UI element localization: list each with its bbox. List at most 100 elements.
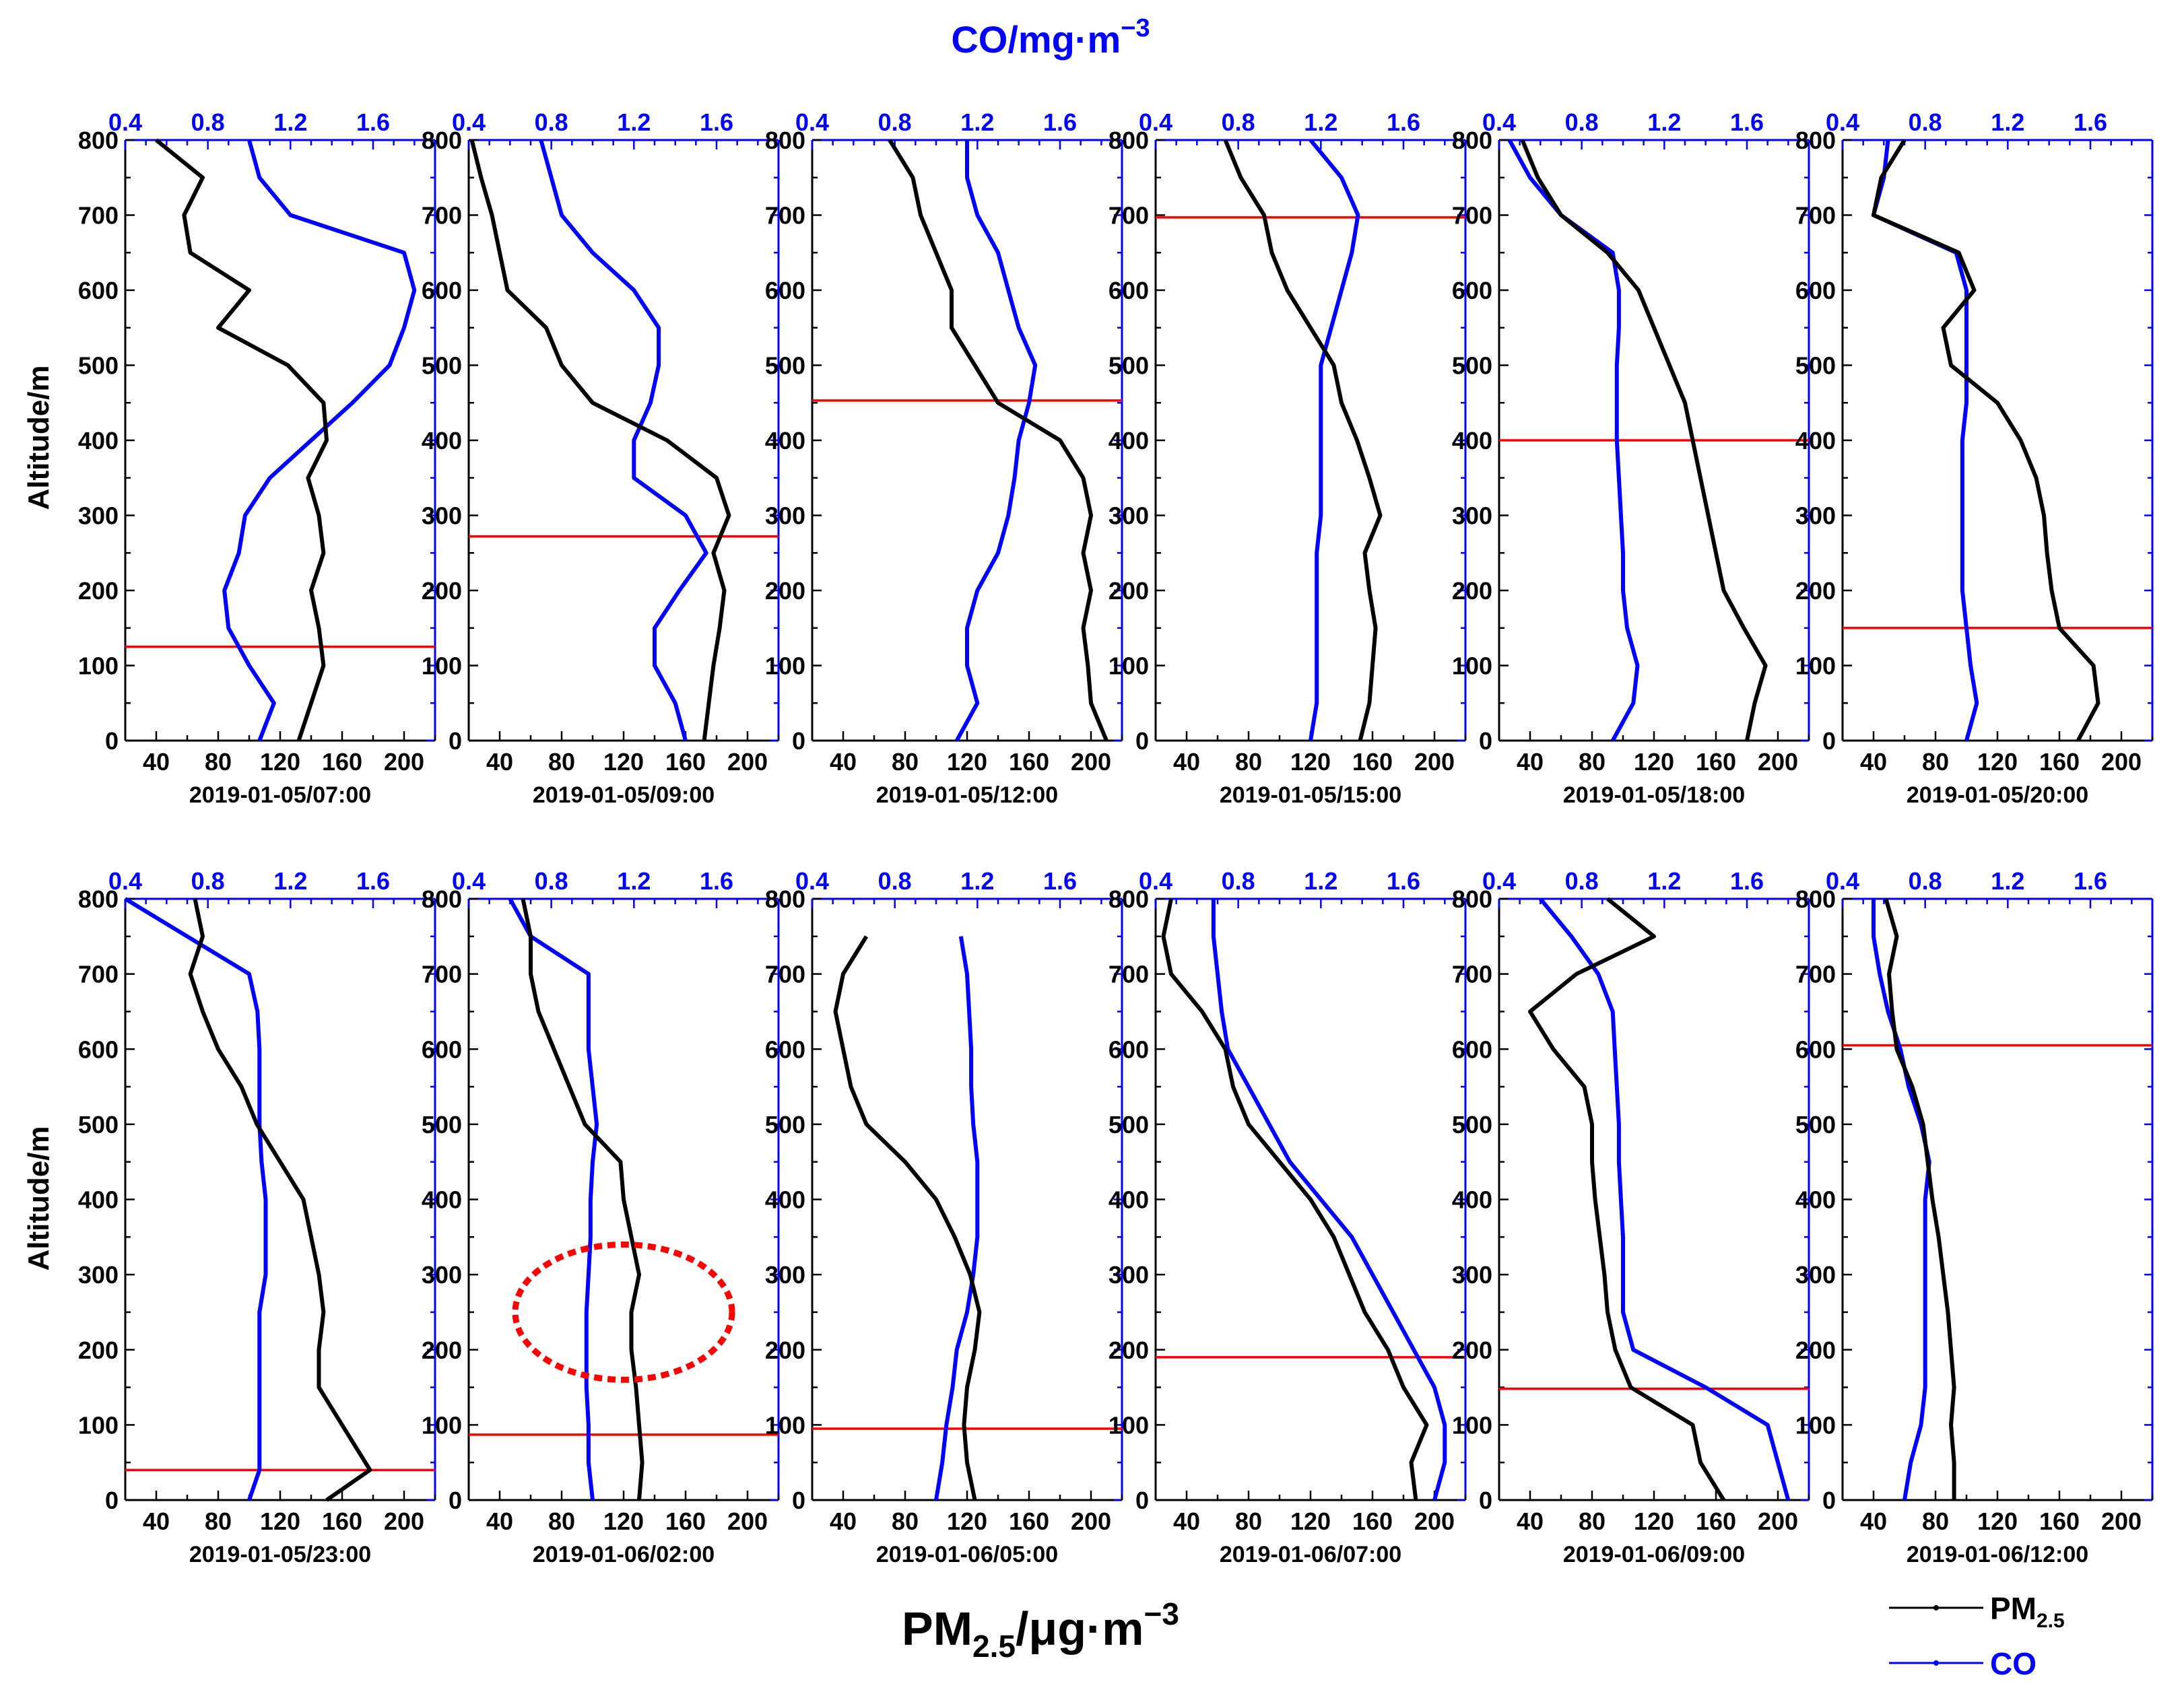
x2-tick-label: 0.8 <box>535 867 568 895</box>
pm-profile-line <box>1528 897 1726 1501</box>
y-tick-label: 500 <box>422 352 462 380</box>
x-tick-label: 40 <box>486 748 513 776</box>
y-tick-label: 200 <box>765 1336 805 1364</box>
x2-tick-label: 1.2 <box>617 867 651 895</box>
x-tick-label: 200 <box>1071 1507 1111 1535</box>
x2-tick-label: 0.8 <box>1909 108 1942 136</box>
x2-tick-label: 1.6 <box>1043 867 1077 895</box>
x-tick-label: 120 <box>947 1507 987 1535</box>
x-tick-label: 40 <box>1173 1507 1200 1535</box>
co-profile-line <box>124 897 268 1501</box>
x-tick-label: 40 <box>1517 748 1544 776</box>
y-tick-label: 800 <box>422 885 462 913</box>
x-tick-label: 120 <box>260 1507 300 1535</box>
x-tick-label: 80 <box>1922 1507 1949 1535</box>
y-tick-label: 0 <box>792 1487 805 1514</box>
y-tick-label: 400 <box>765 1186 805 1214</box>
y-tick-label: 0 <box>792 727 805 755</box>
x2-tick-label: 0.4 <box>1826 108 1859 136</box>
pm-profile-line <box>155 138 329 741</box>
x-tick-label: 120 <box>1290 1507 1331 1535</box>
x-tick-label: 80 <box>1235 748 1262 776</box>
x2-tick-label: 1.6 <box>356 867 390 895</box>
x-tick-label: 80 <box>548 748 575 776</box>
y-tick-label: 500 <box>78 352 119 380</box>
y-tick-label: 100 <box>422 652 462 680</box>
y-tick-label: 100 <box>422 1411 462 1439</box>
y-tick-label: 0 <box>449 727 462 755</box>
x2-tick-label: 1.2 <box>273 108 307 136</box>
y-tick-label: 400 <box>422 1186 462 1214</box>
y-tick-label: 300 <box>765 502 805 530</box>
y-tick-label: 100 <box>1452 652 1492 680</box>
x-tick-label: 200 <box>2101 1507 2142 1535</box>
y-tick-label: 800 <box>765 885 805 913</box>
y-tick-label: 800 <box>1795 127 1836 154</box>
x2-tick-label: 1.6 <box>700 108 733 136</box>
x-tick-label: 80 <box>1579 748 1606 776</box>
x2-tick-label: 0.8 <box>191 108 225 136</box>
y-tick-label: 0 <box>1822 1487 1836 1514</box>
x-tick-label: 160 <box>1352 748 1393 776</box>
x-tick-label: 80 <box>205 748 232 776</box>
y-tick-label: 500 <box>1795 1111 1836 1139</box>
x2-tick-label: 0.4 <box>1139 108 1172 136</box>
y-tick-label: 500 <box>1452 1111 1492 1139</box>
x-tick-label: 80 <box>205 1507 232 1535</box>
y-tick-label: 700 <box>1795 202 1836 230</box>
panel-9: 0 100 200 300 400 500 600 700 800 40 80 120 160 200 0.… <box>765 867 1123 1567</box>
x-tick-label: 200 <box>384 1507 424 1535</box>
y-tick-label: 600 <box>422 1035 462 1063</box>
x-tick-label: 80 <box>892 748 919 776</box>
panel-time-label: 2019-01-05/18:00 <box>1563 782 1745 808</box>
pm-profile-line <box>521 898 644 1501</box>
x2-tick-label: 1.6 <box>1387 867 1420 895</box>
x-tick-label: 40 <box>486 1507 513 1535</box>
pm-profile-line <box>1223 139 1383 741</box>
x2-tick-label: 0.4 <box>795 108 829 136</box>
pm-profile-line <box>888 139 1108 742</box>
x-tick-label: 160 <box>665 748 706 776</box>
panel-time-label: 2019-01-06/07:00 <box>1220 1542 1401 1567</box>
co-profile-line <box>508 897 599 1501</box>
y-tick-label: 800 <box>78 127 119 154</box>
panel-3: 0 100 200 300 400 500 600 700 800 40 80 120 160 200 0.… <box>765 108 1123 808</box>
co-profile-line <box>222 139 417 742</box>
y-tick-label: 400 <box>78 1186 119 1214</box>
x2-tick-label: 0.8 <box>1565 108 1599 136</box>
y-tick-label: 500 <box>422 1111 462 1139</box>
co-profile-line <box>1872 899 1931 1501</box>
x-tick-label: 120 <box>603 1507 644 1535</box>
x-tick-label: 40 <box>1517 1507 1544 1535</box>
x2-tick-label: 0.8 <box>878 108 912 136</box>
y-tick-label: 300 <box>422 1261 462 1289</box>
x2-tick-label: 0.4 <box>1139 867 1172 895</box>
x-tick-label: 160 <box>1009 748 1049 776</box>
pm-profile-line <box>1520 139 1768 741</box>
y-tick-label: 800 <box>1108 127 1149 154</box>
panel-8: 0 100 200 300 400 500 600 700 800 40 80 120 160 200 0.… <box>422 867 780 1567</box>
panel-time-label: 2019-01-05/07:00 <box>189 782 371 808</box>
y-tick-label: 600 <box>765 277 805 304</box>
y-tick-label: 400 <box>1108 1186 1149 1214</box>
panel-time-label: 2019-01-05/12:00 <box>876 782 1058 808</box>
y-tick-label: 400 <box>1452 427 1492 454</box>
y-tick-label: 700 <box>1452 202 1492 230</box>
x-tick-label: 80 <box>548 1507 575 1535</box>
y-tick-label: 100 <box>1108 652 1149 680</box>
panel-time-label: 2019-01-06/05:00 <box>876 1542 1058 1567</box>
x2-tick-label: 1.2 <box>960 867 994 895</box>
y-tick-label: 0 <box>1479 1487 1492 1514</box>
x2-tick-label: 1.6 <box>356 108 390 136</box>
panel-5: 0 100 200 300 400 500 600 700 800 40 80 120 160 200 0.… <box>1452 108 1810 808</box>
y-tick-label: 500 <box>1108 1111 1149 1139</box>
y-tick-label: 700 <box>765 961 805 988</box>
bottom-pm-title: PM2.5/μg·m−3 <box>902 1596 1179 1664</box>
x2-tick-label: 0.4 <box>452 867 486 895</box>
x2-tick-label: 1.2 <box>960 108 994 136</box>
panel-time-label: 2019-01-06/09:00 <box>1563 1542 1745 1567</box>
y-tick-label: 300 <box>1108 502 1149 530</box>
y-tick-label: 500 <box>1795 352 1836 380</box>
